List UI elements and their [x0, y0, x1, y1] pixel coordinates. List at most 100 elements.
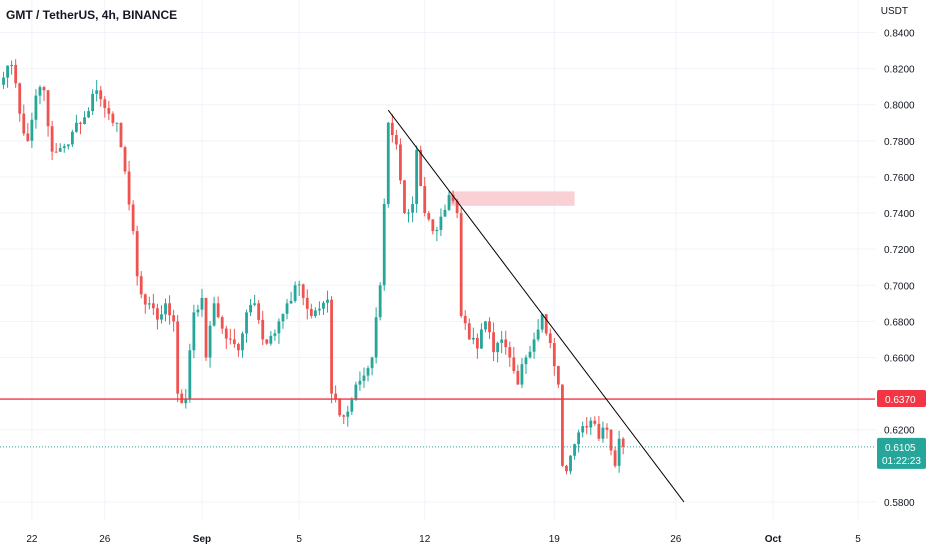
candle-body	[382, 204, 386, 286]
candle-body	[50, 126, 54, 152]
candle-body	[66, 144, 70, 147]
candle-body	[257, 303, 261, 320]
candle-body	[374, 317, 378, 358]
candle-body	[123, 147, 127, 172]
candle-body	[605, 427, 609, 430]
candle-body	[548, 333, 552, 344]
y-tick-label: 0.8000	[884, 101, 915, 112]
candle-body	[277, 321, 281, 334]
y-tick-label: 0.7800	[884, 137, 915, 148]
candle-body	[593, 420, 597, 424]
bar-countdown-label: 01:22:23	[882, 456, 921, 467]
candle-body	[301, 284, 305, 298]
candle-body	[147, 303, 151, 305]
price-axis-unit: USDT	[880, 6, 908, 17]
y-tick-label: 0.7000	[884, 281, 915, 292]
candle-body	[512, 357, 516, 371]
candle-body	[115, 122, 119, 124]
x-tick-label: 5	[855, 534, 861, 545]
y-tick-label: 0.5800	[884, 498, 915, 509]
candle-body	[524, 357, 528, 365]
candle-body	[544, 314, 548, 334]
candle-body	[390, 122, 394, 136]
candle-body	[431, 219, 435, 232]
candle-body	[540, 314, 544, 330]
descending-trendline	[387, 109, 685, 503]
x-tick-label: 22	[26, 534, 38, 545]
candle-body	[164, 303, 167, 315]
candle-body	[443, 209, 447, 217]
candle-body	[156, 308, 159, 320]
candle-body	[597, 423, 601, 439]
candle-body	[569, 455, 572, 472]
candle-body	[613, 450, 617, 466]
candle-body	[439, 216, 443, 230]
candle-body	[285, 303, 289, 314]
y-tick-label: 0.6200	[884, 426, 915, 437]
candle-body	[609, 429, 613, 451]
candle-body	[38, 87, 42, 96]
candle-body	[589, 420, 593, 428]
candle-body	[350, 399, 354, 412]
candle-body	[528, 351, 532, 358]
candle-body	[419, 149, 423, 186]
candle-body	[289, 300, 293, 304]
candle-body	[293, 285, 297, 301]
annotation-lines	[0, 109, 875, 503]
candle-body	[10, 65, 14, 66]
candle-body	[427, 213, 431, 220]
x-tick-label: Oct	[765, 534, 782, 545]
candle-body	[504, 339, 508, 348]
candle-body	[192, 312, 196, 351]
candle-body	[370, 357, 374, 369]
chart-title: GMT / TetherUS, 4h, BINANCE	[6, 8, 178, 22]
current-price-tag	[877, 437, 926, 469]
candle-body	[313, 310, 317, 316]
candle-body	[532, 339, 536, 352]
candle-body	[378, 285, 382, 318]
candle-body	[346, 411, 350, 417]
candle-body	[34, 95, 38, 120]
candle-body	[212, 303, 216, 326]
y-tick-label: 0.8200	[884, 65, 915, 76]
candle-body	[172, 315, 176, 322]
candle-body	[435, 229, 439, 232]
candle-body	[168, 303, 171, 316]
candle-body	[83, 117, 86, 124]
candle-body	[131, 204, 135, 232]
candle-body	[196, 309, 200, 313]
candle-body	[585, 426, 589, 428]
y-tick-label: 0.6800	[884, 317, 915, 328]
candle-body	[508, 347, 512, 358]
candle-body	[358, 380, 362, 385]
candle-body	[565, 465, 568, 472]
candle-body	[496, 342, 500, 353]
y-tick-label: 0.7400	[884, 209, 915, 220]
x-tick-label: 12	[419, 534, 431, 545]
candle-body	[224, 328, 228, 339]
candle-body	[447, 195, 451, 210]
candle-body	[480, 329, 483, 349]
candle-body	[184, 399, 188, 404]
candle-body	[407, 212, 410, 214]
candle-body	[455, 200, 459, 214]
candle-body	[492, 332, 495, 353]
candle-body	[471, 337, 475, 340]
candle-body	[330, 299, 333, 394]
candle-body	[488, 321, 491, 333]
candles-group	[2, 59, 625, 475]
candle-body	[403, 180, 406, 214]
candle-body	[119, 122, 123, 148]
candle-body	[318, 308, 321, 311]
level-price-label: 0.6370	[885, 395, 916, 406]
candle-body	[399, 144, 402, 181]
candle-body	[220, 317, 224, 329]
candle-body	[253, 303, 257, 305]
current-price-label: 0.6105	[885, 443, 916, 454]
candle-body	[127, 171, 131, 205]
candle-body	[451, 195, 455, 201]
candle-body	[500, 339, 504, 343]
candle-body	[6, 65, 9, 78]
